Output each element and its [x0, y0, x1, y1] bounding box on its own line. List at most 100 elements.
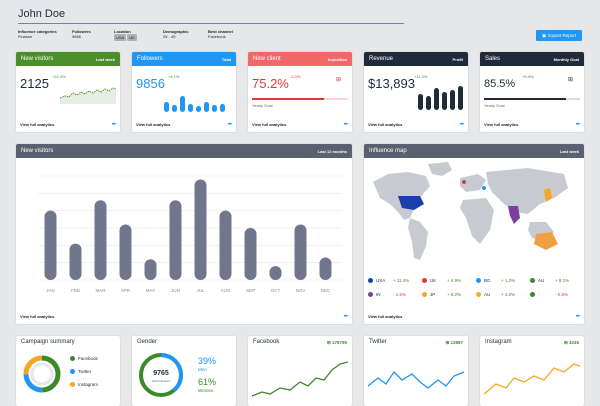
bar-jan: [44, 210, 57, 280]
map-legend-item: BG + 1.2%: [476, 278, 515, 283]
tick-label-may: MAY: [146, 288, 155, 293]
followers-bars: [164, 96, 225, 112]
campaign-summary-card: Campaign summary Facebook Twitter Instag…: [16, 336, 120, 406]
bar-jul: [194, 179, 207, 280]
map-legend-item: JP + 8.2%: [422, 292, 461, 297]
goal-progress-track: [252, 98, 348, 100]
women-pct: 61%: [198, 377, 217, 387]
bar-aug: [219, 210, 232, 280]
gender-donut: [139, 353, 183, 397]
meta-categories: Influence categories Finance: [18, 29, 57, 39]
kpi-delta: +4.1%: [168, 74, 180, 79]
more-icon[interactable]: •••: [459, 122, 464, 128]
map-legend-item: IN - 1.5%: [368, 292, 406, 297]
twitter-count: ⊞ 12887: [445, 340, 463, 345]
legend-dot: [368, 292, 373, 297]
kpi-card-sales: Sales Monthly Goal 85.5% +9.4% ⊞ Yearly G…: [480, 52, 584, 132]
goal-label: Yearly Goal: [252, 103, 273, 108]
legend-twitter: Twitter: [70, 369, 91, 374]
country-delta: - 0.5%: [555, 292, 569, 297]
meta-followers: Followers 9856: [72, 29, 91, 39]
title-divider: [18, 23, 404, 24]
bar-sep: [244, 228, 257, 280]
country-delta: + 9.1%: [555, 278, 570, 283]
tick-label-feb: FEB: [71, 288, 80, 293]
goal-progress-track: [484, 98, 580, 100]
map-legend-item: USA + 11.4%: [368, 278, 409, 283]
country-delta: + 1.2%: [501, 278, 516, 283]
more-icon[interactable]: •••: [227, 122, 232, 128]
map-legend-item: AU + 9.1%: [530, 278, 569, 283]
country-code: JP: [430, 292, 436, 297]
goal-progress-fill: [252, 98, 324, 100]
instagram-count: ⊞ 3245: [563, 340, 579, 345]
page-title: John Doe: [18, 8, 66, 20]
instagram-line: [484, 363, 580, 395]
kpi-delta: +9.4%: [522, 74, 534, 79]
goal-progress-fill: [484, 98, 566, 100]
kpi-value: 9856: [136, 76, 165, 91]
more-icon[interactable]: •••: [575, 122, 580, 128]
expand-icon[interactable]: ⊞: [336, 77, 342, 83]
kpi-value: 75.2%: [252, 76, 289, 91]
country-delta: + 11.4%: [393, 278, 410, 283]
visitors-chart-card: New visitors Last 12 months JAN FEB MAR APR M…: [16, 144, 352, 324]
more-icon[interactable]: •••: [575, 314, 580, 320]
campaign-donut: [23, 355, 61, 393]
total-followers: 9765: [153, 370, 169, 377]
facebook-card: Facebook ⊞ 178755: [248, 336, 352, 406]
card-title: Gender: [137, 339, 158, 345]
view-analytics-link[interactable]: View full analytics: [252, 122, 287, 127]
kpi-card-followers: Followers Total 9856 +4.1% View full anal…: [132, 52, 236, 132]
tick-label-jun: JUN: [171, 288, 180, 293]
kpi-card-revenue: Revenue Profit $13,893 +11.2% View full a…: [364, 52, 468, 132]
visitors-sparkline: [60, 87, 116, 104]
legend-instagram: Instagram: [70, 382, 98, 387]
map-legend-item: UK + 4.9%: [422, 278, 461, 283]
more-icon[interactable]: •••: [343, 314, 348, 320]
bar-apr: [119, 224, 132, 280]
kpi-value: 2125: [20, 76, 49, 91]
tick-label-jul: JUL: [196, 288, 204, 293]
legend-dot: [476, 278, 481, 283]
twitter-line: [368, 370, 464, 389]
bar-mar: [94, 200, 107, 280]
world-map[interactable]: [368, 160, 580, 270]
bar-jun: [169, 200, 182, 280]
card-title: Campaign summary: [21, 339, 75, 345]
country-code: IN: [376, 292, 381, 297]
country-code: USA: [376, 278, 386, 283]
view-analytics-link[interactable]: View full analytics: [20, 122, 55, 127]
view-analytics-link[interactable]: View full analytics: [368, 314, 403, 319]
tick-label-dec: DEC: [321, 288, 331, 293]
bar-dec: [319, 257, 332, 280]
bar-feb: [69, 243, 82, 280]
more-icon[interactable]: •••: [343, 122, 348, 128]
tick-label-jan: JAN: [46, 288, 55, 293]
legend-dot: [368, 278, 373, 283]
card-title: Facebook: [253, 339, 280, 345]
view-analytics-link[interactable]: View full analytics: [136, 122, 171, 127]
expand-icon[interactable]: ⊞: [568, 77, 574, 83]
meta-best-channel: Best channel Facebook: [208, 29, 233, 39]
country-code: AU: [484, 292, 491, 297]
view-analytics-link[interactable]: View full analytics: [484, 122, 519, 127]
view-analytics-link[interactable]: View full analytics: [368, 122, 403, 127]
bar-nov: [294, 224, 307, 280]
visitors-bar-chart: JAN FEB MAR APR MAY JUN JUL AUG SEP OCT NOV DEC: [38, 175, 342, 293]
more-icon[interactable]: •••: [111, 122, 116, 128]
legend-dot: [422, 292, 427, 297]
view-analytics-link[interactable]: View full analytics: [20, 314, 55, 319]
legend-dot: [530, 292, 535, 297]
goal-label: Yearly Goal: [484, 103, 505, 108]
map-legend-item: - 0.5%: [530, 292, 568, 297]
tick-label-oct: OCT: [271, 288, 281, 293]
instagram-card: Instagram ⊞ 3245: [480, 336, 584, 406]
kpi-card-new-client: New client Aquisition 75.2% -2.4% ⊞ Yearl…: [248, 52, 352, 132]
meta-location: Location USA UK: [114, 29, 137, 41]
kpi-card-new-visitors: New visitors Last week 2125 +22.4% View f…: [16, 52, 120, 132]
export-report-button[interactable]: ▣ Export Report: [536, 30, 582, 41]
meta-demographic: Demographic 25 - 45: [163, 29, 189, 39]
tick-label-aug: AUG: [221, 288, 231, 293]
legend-dot: [476, 292, 481, 297]
